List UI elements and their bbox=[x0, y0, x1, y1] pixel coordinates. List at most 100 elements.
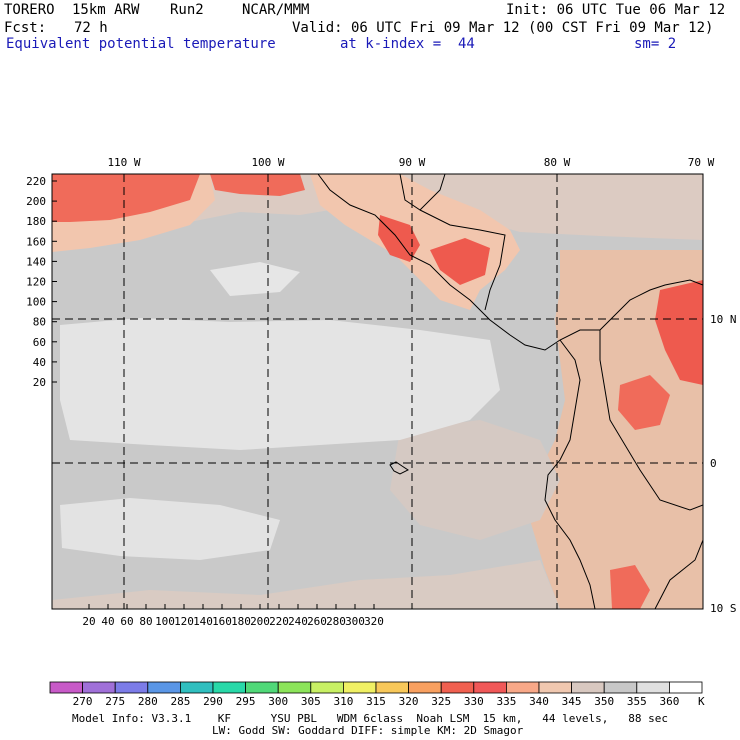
x-tick-label: 240 bbox=[288, 615, 308, 628]
colorbar-swatch bbox=[636, 681, 670, 694]
y-tick-label: 20 bbox=[33, 376, 46, 389]
colorbar-swatch bbox=[473, 681, 507, 694]
mexico-warm-maximum bbox=[210, 174, 305, 196]
colorbar-label: 345 bbox=[562, 695, 582, 708]
colorbar-swatch bbox=[147, 681, 181, 694]
x-tick-label: 220 bbox=[269, 615, 289, 628]
x-tick-label: 80 bbox=[139, 615, 152, 628]
x-tick-label: 20 bbox=[82, 615, 95, 628]
colorbar-label: 355 bbox=[627, 695, 647, 708]
y-tick-label: 140 bbox=[26, 255, 46, 268]
x-tick-label: 260 bbox=[307, 615, 327, 628]
colorbar-swatch bbox=[669, 681, 703, 694]
colorbar-swatch bbox=[408, 681, 442, 694]
map-frame bbox=[51, 173, 704, 610]
colorbar-swatch bbox=[538, 681, 572, 694]
south-america-land-field bbox=[530, 250, 703, 609]
x-tick-label: 200 bbox=[250, 615, 270, 628]
colorbar-swatch bbox=[603, 681, 638, 694]
y-tick-label: 220 bbox=[26, 175, 46, 188]
colorbar-swatch bbox=[49, 681, 83, 694]
coastlines bbox=[317, 174, 703, 609]
lat-lon-grid bbox=[52, 174, 703, 609]
colorbar-labels: 270 275 280 285 290 295 300 305 310 315 320 325 330 3… bbox=[73, 695, 680, 708]
y-tick-label: 120 bbox=[26, 276, 46, 289]
model-org: NCAR/MMM bbox=[242, 2, 310, 18]
colorbar-label: 360 bbox=[659, 695, 679, 708]
honduras-warm-maximum bbox=[430, 238, 490, 285]
y-tick-label: 40 bbox=[33, 356, 46, 369]
colorbar bbox=[49, 681, 703, 694]
colorbar-swatch bbox=[245, 681, 279, 694]
smoothing-value: sm= 2 bbox=[634, 36, 677, 52]
colorbar-label: 290 bbox=[203, 695, 223, 708]
x-tick-label: 320 bbox=[364, 615, 384, 628]
model-resolution: 15km ARW bbox=[72, 2, 140, 18]
lon-label-110w: 110 W bbox=[107, 156, 140, 169]
x-tick-label: 160 bbox=[212, 615, 232, 628]
map-plot-area bbox=[52, 174, 703, 609]
y-tick-label: 60 bbox=[33, 336, 46, 349]
colorbar-label: 285 bbox=[170, 695, 190, 708]
colorbar-label: 295 bbox=[236, 695, 256, 708]
cool-pacific-region bbox=[60, 318, 500, 450]
y-tick-label: 200 bbox=[26, 195, 46, 208]
y-tick-label: 100 bbox=[26, 296, 46, 309]
physics-info-line: LW: Godd SW: Goddard DIFF: simple KM: 2D… bbox=[212, 724, 524, 737]
colorbar-label: 270 bbox=[73, 695, 93, 708]
colorbar-unit: K bbox=[698, 695, 705, 708]
model-name: TORERO bbox=[4, 2, 55, 18]
galapagos-tan-plume bbox=[390, 420, 560, 540]
x-tick-label: 60 bbox=[120, 615, 133, 628]
colorbar-label: 350 bbox=[594, 695, 614, 708]
y-tick-label: 80 bbox=[33, 316, 46, 329]
x-tick-label: 40 bbox=[101, 615, 114, 628]
model-info-line: Model Info: V3.3.1 KF YSU PBL WDM 6class… bbox=[72, 712, 669, 725]
level-index: at k-index = 44 bbox=[340, 36, 475, 52]
colorbar-swatch bbox=[310, 681, 344, 694]
colorbar-swatch bbox=[571, 681, 605, 694]
colorbar-label: 320 bbox=[399, 695, 419, 708]
colorbar-label: 330 bbox=[464, 695, 484, 708]
amazon-warm-maximum bbox=[618, 375, 670, 430]
y-tick-label: 160 bbox=[26, 235, 46, 248]
colorbar-label: 300 bbox=[268, 695, 288, 708]
colorbar-swatch bbox=[342, 681, 377, 694]
x-tick-label: 140 bbox=[193, 615, 213, 628]
x-axis-ticks: 20 40 60 80 100 120 140 160 180 200 220 240 260 280 30… bbox=[82, 604, 384, 628]
colorbar-swatch bbox=[505, 681, 540, 694]
colorbar-label: 305 bbox=[301, 695, 321, 708]
x-tick-label: 300 bbox=[345, 615, 365, 628]
pacific-tan-band bbox=[52, 560, 560, 609]
lon-label-70w: 70 W bbox=[688, 156, 715, 169]
colorbar-swatch bbox=[212, 681, 246, 694]
x-tick-label: 180 bbox=[231, 615, 251, 628]
lon-label-80w: 80 W bbox=[544, 156, 571, 169]
model-run: Run2 bbox=[170, 2, 204, 18]
colorbar-label: 280 bbox=[138, 695, 158, 708]
y-axis-ticks: 220 200 180 160 140 120 100 80 60 40 20 bbox=[26, 175, 57, 389]
lat-label-10n: 10 N bbox=[710, 313, 737, 326]
valid-time: Valid: 06 UTC Fri 09 Mar 12 (00 CST Fri … bbox=[292, 20, 714, 36]
peru-warm-maximum bbox=[610, 565, 650, 609]
colombia-warm-maximum bbox=[655, 280, 703, 385]
init-time: Init: 06 UTC Tue 06 Mar 12 bbox=[506, 2, 726, 18]
x-tick-label: 120 bbox=[174, 615, 194, 628]
colorbar-swatch bbox=[179, 681, 214, 694]
colorbar-label: 315 bbox=[366, 695, 386, 708]
colorbar-label: 340 bbox=[529, 695, 549, 708]
colorbar-swatch bbox=[114, 681, 149, 694]
lon-label-100w: 100 W bbox=[251, 156, 284, 169]
longitude-labels: 110 W 100 W 90 W 80 W 70 W bbox=[107, 156, 714, 169]
colorbar-label: 310 bbox=[333, 695, 353, 708]
guatemala-warm-maximum bbox=[378, 215, 420, 262]
lat-label-10s: 10 S bbox=[710, 602, 737, 615]
lat-label-0: 0 bbox=[710, 457, 717, 470]
cool-south-region bbox=[60, 498, 280, 560]
colorbar-swatch bbox=[82, 681, 116, 694]
cool-north-patches bbox=[210, 262, 300, 296]
forecast-hour: 72 h bbox=[74, 20, 108, 36]
x-tick-label: 100 bbox=[155, 615, 175, 628]
colorbar-swatch bbox=[277, 681, 312, 694]
